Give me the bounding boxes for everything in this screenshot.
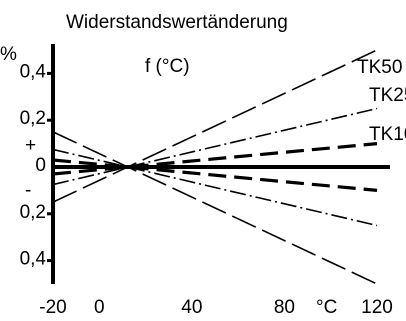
series-line-tk10-upper	[52, 142, 378, 176]
series-line-tk50-lower	[52, 131, 378, 285]
x-tick-label: -20	[39, 297, 66, 318]
series-label-tk50: TK50	[357, 57, 402, 78]
series-line-tk25-lower	[52, 148, 378, 227]
x-axis-unit-label: °C	[316, 297, 337, 318]
y-tick-label: 0	[35, 155, 46, 176]
x-tick-label: 40	[181, 297, 202, 318]
y-axis-unit-label: %	[0, 44, 17, 65]
minus-sign-label: -	[25, 180, 31, 201]
y-tick-label: 0,4	[20, 61, 47, 82]
series-label-tk10: TK10	[369, 124, 406, 145]
x-tick-label: 120	[361, 297, 393, 318]
chart-annotation: f (°C)	[145, 56, 190, 77]
series-line-tk25-upper	[52, 107, 378, 186]
x-tick-label: 80	[274, 297, 295, 318]
y-tick-label: 0,2	[20, 202, 46, 223]
y-tick-label: 0,2	[20, 108, 46, 129]
series-label-tk25: TK25	[369, 85, 406, 106]
series-line-tk50-upper	[52, 49, 378, 203]
series-line-tk10-lower	[52, 158, 378, 192]
chart-title: Widerstandswertänderung	[66, 12, 288, 33]
plus-sign-label: +	[25, 135, 36, 156]
x-tick-label: 0	[94, 297, 105, 318]
y-tick-label: 0,4	[20, 249, 47, 270]
